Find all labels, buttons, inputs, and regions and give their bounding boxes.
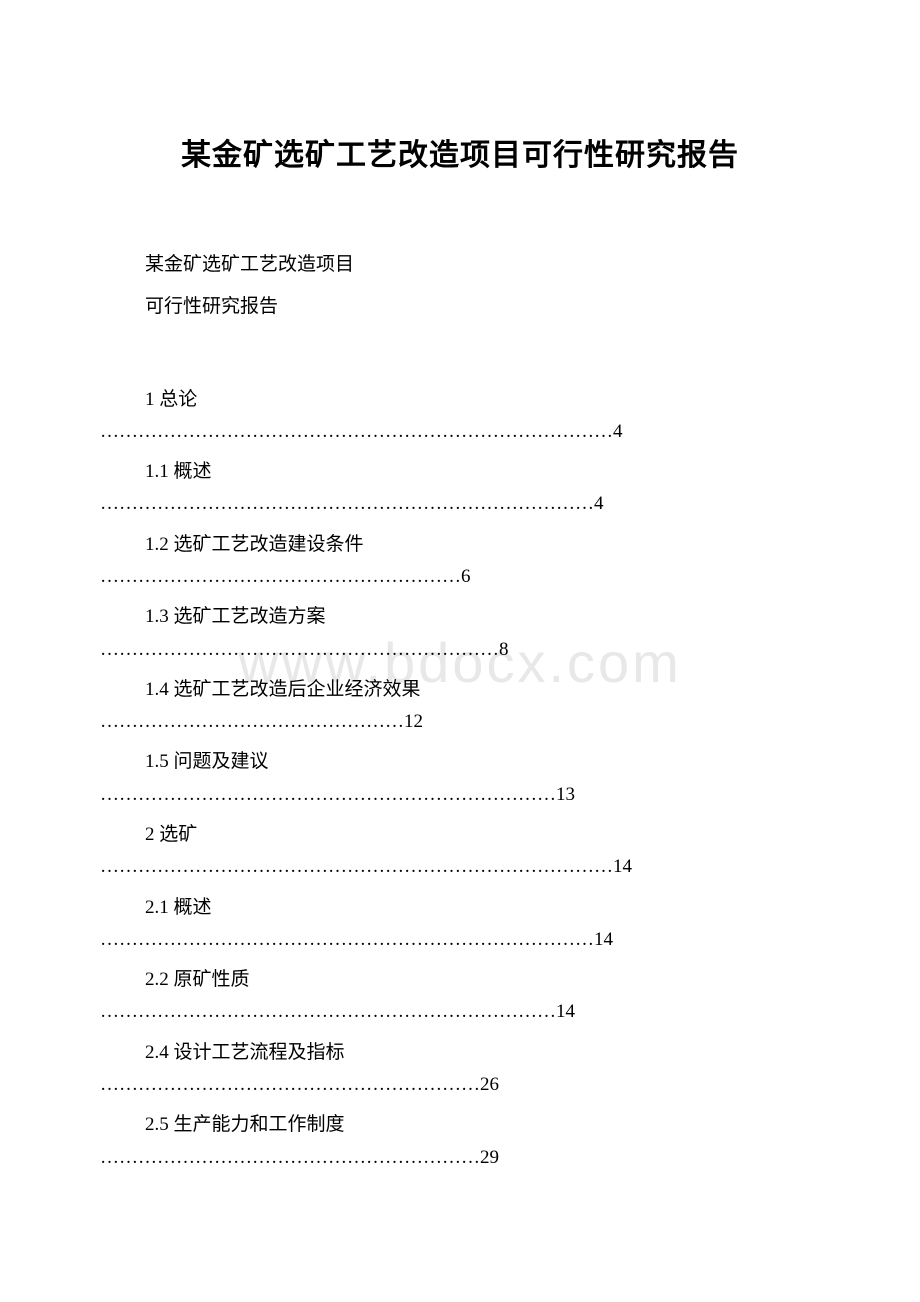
toc-label: 2.1 概述 bbox=[100, 891, 820, 925]
subtitle-line-2: 可行性研究报告 bbox=[145, 286, 820, 328]
toc-entry: 1.3 选矿工艺改造方案 ………………………………………………………8 bbox=[100, 600, 820, 665]
toc-dots: ……………………………………………………………………4 bbox=[100, 489, 820, 519]
document-title: 某金矿选矿工艺改造项目可行性研究报告 bbox=[100, 130, 820, 174]
toc-label: 2.2 原矿性质 bbox=[100, 963, 820, 997]
subtitle-line-1: 某金矿选矿工艺改造项目 bbox=[145, 244, 820, 286]
toc-entry: 2.2 原矿性质 ………………………………………………………………14 bbox=[100, 963, 820, 1028]
toc-entry: 2.5 生产能力和工作制度 ……………………………………………………29 bbox=[100, 1108, 820, 1173]
document-page: 某金矿选矿工艺改造项目可行性研究报告 某金矿选矿工艺改造项目 可行性研究报告 1… bbox=[0, 0, 920, 1261]
toc-label: 2.4 设计工艺流程及指标 bbox=[100, 1036, 820, 1070]
toc-dots: ………………………………………………………8 bbox=[100, 635, 820, 665]
toc-entry: 1 总论 ………………………………………………………………………4 bbox=[100, 383, 820, 448]
toc-label: 1.5 问题及建议 bbox=[100, 745, 820, 779]
toc-label: 2 选矿 bbox=[100, 818, 820, 852]
toc-dots: ………………………………………………………………13 bbox=[100, 780, 820, 810]
toc-entry: 2 选矿 ………………………………………………………………………14 bbox=[100, 818, 820, 883]
toc-entry: 1.4 选矿工艺改造后企业经济效果 …………………………………………12 bbox=[100, 673, 820, 738]
toc-dots: ……………………………………………………………………14 bbox=[100, 925, 820, 955]
toc-entry: 1.5 问题及建议 ………………………………………………………………13 bbox=[100, 745, 820, 810]
table-of-contents: 1 总论 ………………………………………………………………………4 1.1 概述… bbox=[100, 383, 820, 1173]
toc-dots: ………………………………………………………………14 bbox=[100, 997, 820, 1027]
toc-label: 1.3 选矿工艺改造方案 bbox=[100, 600, 820, 634]
toc-label: 1.2 选矿工艺改造建设条件 bbox=[100, 528, 820, 562]
subtitle-block: 某金矿选矿工艺改造项目 可行性研究报告 bbox=[100, 244, 820, 328]
toc-dots: ………………………………………………………………………14 bbox=[100, 852, 820, 882]
toc-dots: …………………………………………………6 bbox=[100, 562, 820, 592]
toc-label: 1 总论 bbox=[100, 383, 820, 417]
toc-dots: ……………………………………………………29 bbox=[100, 1143, 820, 1173]
toc-entry: 1.1 概述 ……………………………………………………………………4 bbox=[100, 455, 820, 520]
toc-label: 1.4 选矿工艺改造后企业经济效果 bbox=[100, 673, 820, 707]
toc-dots: ………………………………………………………………………4 bbox=[100, 417, 820, 447]
toc-entry: 2.4 设计工艺流程及指标 ……………………………………………………26 bbox=[100, 1036, 820, 1101]
toc-entry: 1.2 选矿工艺改造建设条件 …………………………………………………6 bbox=[100, 528, 820, 593]
toc-label: 2.5 生产能力和工作制度 bbox=[100, 1108, 820, 1142]
toc-label: 1.1 概述 bbox=[100, 455, 820, 489]
toc-dots: ……………………………………………………26 bbox=[100, 1070, 820, 1100]
toc-entry: 2.1 概述 ……………………………………………………………………14 bbox=[100, 891, 820, 956]
toc-dots: …………………………………………12 bbox=[100, 707, 820, 737]
